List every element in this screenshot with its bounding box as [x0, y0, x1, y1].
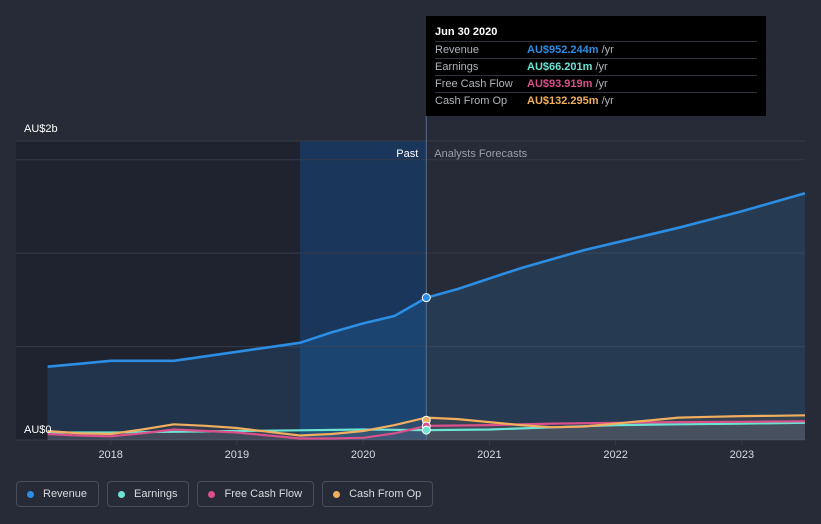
y-tick-label: AU$0 — [24, 424, 52, 436]
tooltip-row-revenue: Revenue AU$952.244m /yr — [435, 42, 757, 59]
tooltip-label: Free Cash Flow — [435, 78, 513, 90]
data-tooltip: Jun 30 2020 Revenue AU$952.244m /yr Earn… — [426, 16, 766, 116]
x-tick-label: 2018 — [98, 449, 122, 461]
legend-label: Free Cash Flow — [224, 488, 303, 500]
revenue-dot-icon — [27, 490, 34, 498]
tooltip-unit: /yr — [601, 44, 614, 56]
legend-item-fcf[interactable]: Free Cash Flow — [197, 481, 315, 507]
tooltip-value: AU$66.201m — [527, 61, 593, 73]
tooltip-markers — [421, 293, 431, 435]
legend-item-cfo[interactable]: Cash From Op — [322, 481, 434, 507]
cfo-dot-icon — [333, 490, 341, 498]
tooltip-row-cfo: Cash From Op AU$132.295m /yr — [435, 93, 757, 109]
chart-legend: Revenue Earnings Free Cash Flow Cash Fro… — [16, 481, 434, 507]
x-tick-label: 2022 — [603, 449, 627, 461]
legend-item-earnings[interactable]: Earnings — [107, 481, 190, 507]
legend-label: Revenue — [43, 488, 88, 500]
legend-item-revenue[interactable]: Revenue — [16, 481, 100, 507]
tooltip-unit: /yr — [601, 95, 614, 107]
earnings-marker — [421, 425, 431, 435]
tooltip-value: AU$132.295m — [527, 95, 599, 107]
fcf-dot-icon — [208, 490, 216, 498]
tooltip-label: Cash From Op — [435, 95, 508, 107]
forecast-label: Analysts Forecasts — [434, 148, 527, 160]
x-tick-label: 2021 — [477, 449, 501, 461]
revenue-marker — [421, 293, 431, 303]
tooltip-date: Jun 30 2020 — [435, 24, 757, 42]
y-axis-labels: AU$0 AU$2b — [24, 123, 58, 436]
tooltip-unit: /yr — [595, 61, 608, 73]
recent-past-highlight — [300, 141, 427, 440]
tooltip-row-fcf: Free Cash Flow AU$93.919m /yr — [435, 76, 757, 93]
y-tick-label: AU$2b — [24, 123, 58, 135]
x-tick-label: 2019 — [225, 449, 249, 461]
tooltip-label: Revenue — [435, 44, 480, 56]
legend-label: Earnings — [134, 488, 178, 500]
legend-label: Cash From Op — [349, 488, 422, 500]
x-tick-label: 2023 — [730, 449, 754, 461]
x-tick-label: 2020 — [351, 449, 375, 461]
tooltip-label: Earnings — [435, 61, 479, 73]
tooltip-value: AU$952.244m — [527, 44, 599, 56]
financial-chart: Past Analysts Forecasts AU$0AU$2b 2018 20… — [16, 116, 806, 461]
tooltip-value: AU$93.919m — [527, 78, 593, 90]
tooltip-row-earnings: Earnings AU$66.201m /yr — [435, 59, 757, 76]
gridlines — [16, 140, 805, 445]
earnings-dot-icon — [118, 490, 126, 498]
tooltip-unit: /yr — [595, 78, 608, 90]
x-axis-labels: 2018 2019 2020 2021 2022 2023 — [98, 449, 754, 461]
past-label: Past — [396, 148, 418, 160]
